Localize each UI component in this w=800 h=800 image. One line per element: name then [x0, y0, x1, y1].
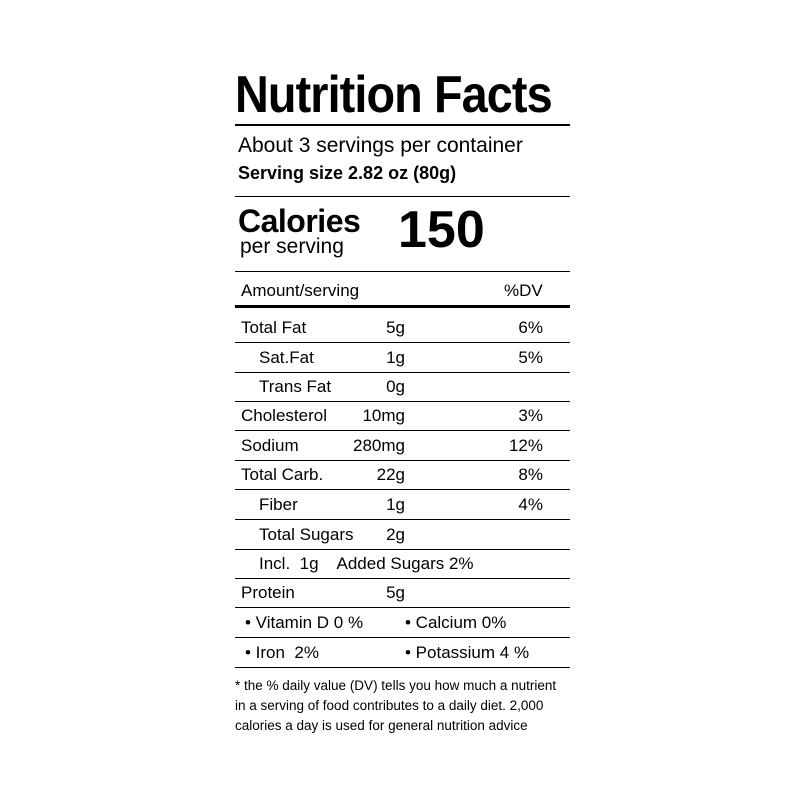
table-row: Trans Fat 0g [235, 372, 570, 402]
table-row: Total Sugars 2g [235, 520, 570, 550]
table-row: Fiber 1g 4% [235, 490, 570, 520]
table-row: Total Fat 5g 6% [235, 313, 570, 343]
nutrient-amount: 10mg [362, 406, 405, 425]
nutrient-name: Total Fat [241, 318, 307, 337]
nutrient-amount: 22g [376, 465, 405, 484]
footnote-line: in a serving of food contributes to a da… [235, 698, 544, 713]
table-row: Cholesterol 10mg 3% [235, 401, 570, 431]
header-divider [235, 305, 570, 308]
nutrient-dv: 5% [518, 348, 543, 367]
table-row: Incl. 1g Added Sugars 2% [235, 549, 570, 579]
label-title: Nutrition Facts [235, 66, 553, 124]
vitamin-left: • Iron 2% [245, 643, 319, 662]
nutrient-dv: 6% [518, 318, 543, 337]
table-row: Sat.Fat 1g 5% [235, 343, 570, 373]
nutrient-dv: 3% [518, 406, 543, 425]
servings-per-container: About 3 servings per container [238, 134, 523, 157]
nutrient-amount: 0g [386, 377, 405, 396]
nutrient-name: Total Sugars [259, 525, 354, 544]
nutrient-name: Cholesterol [241, 406, 327, 425]
nutrient-name: Trans Fat [259, 377, 332, 396]
calories-value: 150 [398, 201, 485, 259]
vitamin-right: • Potassium 4 % [405, 643, 530, 662]
calories-label: Calories [238, 203, 361, 239]
vitamin-left: • Vitamin D 0 % [245, 613, 364, 632]
table-row: Sodium 280mg 12% [235, 431, 570, 461]
calories-sublabel: per serving [240, 235, 344, 258]
serving-divider [235, 196, 570, 197]
table-row: Total Carb. 22g 8% [235, 460, 570, 490]
dv-header: %DV [504, 281, 543, 300]
nutrient-dv: 12% [508, 436, 543, 455]
nutrient-name: Total Carb. [241, 465, 324, 484]
nutrient-name: Fiber [259, 495, 298, 514]
nutrient-amount: 5g [386, 318, 405, 337]
serving-size: Serving size 2.82 oz (80g) [238, 163, 457, 183]
nutrient-dv: 4% [518, 495, 543, 514]
vitamin-row: • Vitamin D 0 % • Calcium 0% [235, 608, 570, 638]
footnote-line: calories a day is used for general nutri… [235, 718, 528, 733]
nutrient-amount: 1g [386, 348, 405, 367]
amount-header: Amount/serving [241, 281, 360, 300]
nutrient-amount: 5g [386, 583, 405, 602]
nutrient-amount: 280mg [353, 436, 405, 455]
added-sugars-line: Incl. 1g Added Sugars 2% [259, 554, 474, 573]
nutrient-amount: 1g [386, 495, 405, 514]
nutrient-amount: 2g [386, 525, 405, 544]
vitamin-right: • Calcium 0% [405, 613, 507, 632]
vitamin-row: • Iron 2% • Potassium 4 % [235, 638, 570, 668]
title-divider [235, 124, 570, 126]
nutrient-name: Sat.Fat [259, 348, 314, 367]
footnote: * the % daily value (DV) tells you how m… [235, 676, 585, 736]
footnote-line: * the % daily value (DV) tells you how m… [235, 678, 557, 693]
nutrient-name: Protein [241, 583, 295, 602]
calories-divider [235, 271, 570, 272]
table-row: Protein 5g [235, 578, 570, 608]
nutrient-name: Sodium [241, 436, 299, 455]
nutrient-dv: 8% [518, 465, 543, 484]
